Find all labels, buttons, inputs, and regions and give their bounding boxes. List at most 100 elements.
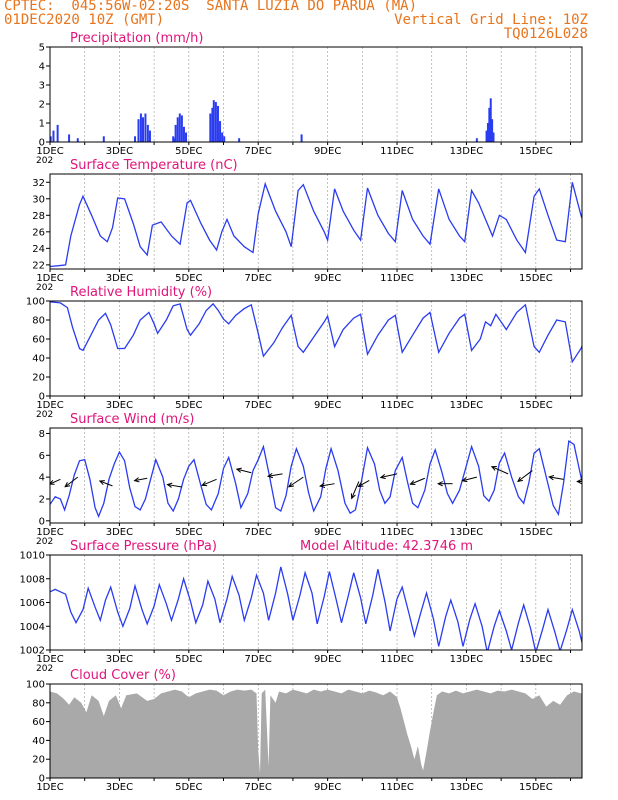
y-tick-label: 100 [26, 680, 45, 691]
x-tick-label: 9DEC [314, 400, 341, 411]
precip-bar [182, 126, 185, 142]
y-tick-label: 0 [39, 516, 45, 527]
y-tick-label: 5 [39, 43, 45, 54]
x-tick-label: 11DEC [380, 400, 414, 411]
precip-bar [485, 130, 488, 142]
wind-vector-head [379, 473, 386, 480]
plot-area-cloud [50, 689, 582, 778]
x-tick-label: 15DEC [519, 782, 553, 793]
wind-vector-head [350, 493, 356, 500]
y-tick-label: 60 [32, 717, 45, 728]
panel-title-cloud: Cloud Cover (%) [70, 668, 176, 683]
wind-vector-head [64, 482, 71, 488]
frame-temp [49, 173, 583, 270]
precip-bar [488, 107, 491, 142]
wind-vector-shaft [201, 478, 217, 486]
wind-vector-arrow [548, 475, 564, 481]
wind-vector-arrow [357, 479, 370, 487]
x-tick-label: 5DEC [175, 273, 202, 284]
x-year-label: 202 [36, 283, 53, 293]
wind-series-line [50, 440, 582, 519]
wind-vector-arrow [319, 482, 335, 488]
precip-bar [146, 124, 149, 142]
wind-vector-arrow [64, 476, 79, 488]
wind-vector-arrow [50, 478, 61, 485]
y-tick-label: 26 [32, 227, 45, 238]
y-tick-label: 28 [32, 211, 45, 222]
y-tick-label: 4 [39, 62, 45, 73]
chart-rh: 0 20 40 60 80 100 1DEC 3DEC 5DEC 7DEC 9DEC 11DEC 13D… [26, 285, 583, 420]
x-tick-label: 15DEC [519, 400, 553, 411]
wind-vector-head [266, 472, 274, 479]
wind-vector-shaft [50, 478, 61, 485]
x-tick-label: 13DEC [450, 654, 484, 665]
precip-bar [174, 124, 177, 142]
wind-vector-shaft [517, 470, 533, 482]
wind-vector-head [319, 482, 326, 488]
frame-precip [49, 46, 583, 143]
frame-pres [49, 554, 583, 651]
wind-vector-head [600, 482, 605, 487]
precip-bar [211, 107, 214, 142]
y-tick-label: 1006 [20, 598, 45, 609]
y-tick-label: 3 [39, 81, 45, 92]
precip-bar [142, 117, 145, 142]
x-tick-label: 7DEC [245, 273, 272, 284]
wind-vector-arrow [517, 470, 533, 483]
y-tick-label: 0 [39, 774, 45, 785]
precip-bar [209, 113, 212, 142]
wind-vector-head [133, 477, 140, 483]
y-tick-label: 1 [39, 119, 45, 130]
panel-title-precip: Precipitation (mm/h) [70, 31, 203, 46]
wind-vector-shaft [462, 476, 477, 482]
rh-series-line [50, 301, 582, 364]
x-tick-label: 13DEC [450, 146, 484, 157]
x-tick-label: 9DEC [314, 146, 341, 157]
y-tick-label: 80 [32, 316, 45, 327]
precip-bar [486, 123, 489, 142]
wind-vector-arrow [266, 472, 283, 479]
y-tick-label: 2 [39, 100, 45, 111]
wind-vector-head [166, 482, 173, 488]
x-tick-label: 15DEC [519, 654, 553, 665]
plot-area-precip [50, 98, 495, 142]
wind-vector-arrow [235, 467, 252, 474]
precip-bar [489, 98, 492, 142]
y-tick-label: 20 [32, 373, 45, 384]
wind-vector-shaft [167, 484, 182, 488]
y-tick-label: 6 [39, 451, 45, 462]
panel-title-pres: Surface Pressure (hPa) [70, 539, 217, 554]
x-year-label: 202 [36, 664, 53, 674]
pres-series-line [50, 566, 582, 650]
x-tick-label: 7DEC [245, 400, 272, 411]
x-tick-label: 1DEC [36, 400, 63, 411]
wind-vector-arrow [600, 479, 609, 486]
x-tick-label: 11DEC [380, 273, 414, 284]
precip-bar [176, 117, 179, 142]
precip-bar [223, 136, 226, 142]
wind-vector-head [235, 467, 242, 473]
x-tick-label: 11DEC [380, 782, 414, 793]
wind-vector-head [576, 478, 582, 485]
temp-series-line [50, 181, 582, 268]
precip-bar [52, 130, 55, 142]
precip-bar [475, 138, 478, 142]
wind-vector-arrow [166, 482, 182, 488]
precip-bar [68, 134, 71, 142]
wind-vector-head [98, 480, 105, 486]
precip-bar [144, 113, 147, 142]
x-tick-label: 1DEC [36, 527, 63, 538]
panel-title-temp: Surface Temperature (nC) [70, 158, 238, 173]
wind-vector-shaft [358, 479, 370, 487]
wind-vector-head [437, 481, 443, 487]
header-model-id: TQ0126L028 [503, 26, 588, 42]
x-tick-label: 15DEC [519, 273, 553, 284]
panel-title-rh: Relative Humidity (%) [70, 285, 212, 300]
precip-bar [238, 138, 241, 142]
chart-cloud: 0 20 40 60 80 100 1DEC 3DEC 5DEC 7DEC 9DEC 11DEC 13D… [26, 668, 583, 793]
wind-vector-shaft [134, 477, 148, 482]
x-tick-label: 3DEC [106, 146, 133, 157]
precip-bar [214, 102, 217, 142]
